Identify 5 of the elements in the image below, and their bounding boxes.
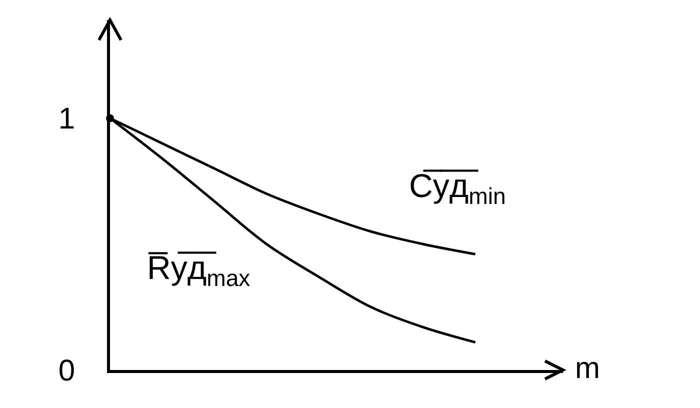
series-label: С̅у̅д̅$_{min}$ [409,167,506,209]
y-tick-label: 0 [58,354,75,388]
y-tick-label: 1 [58,102,75,136]
series-label: R̅у̅д̅$_{max}$ [147,249,251,291]
x-axis-title: m [575,352,600,385]
